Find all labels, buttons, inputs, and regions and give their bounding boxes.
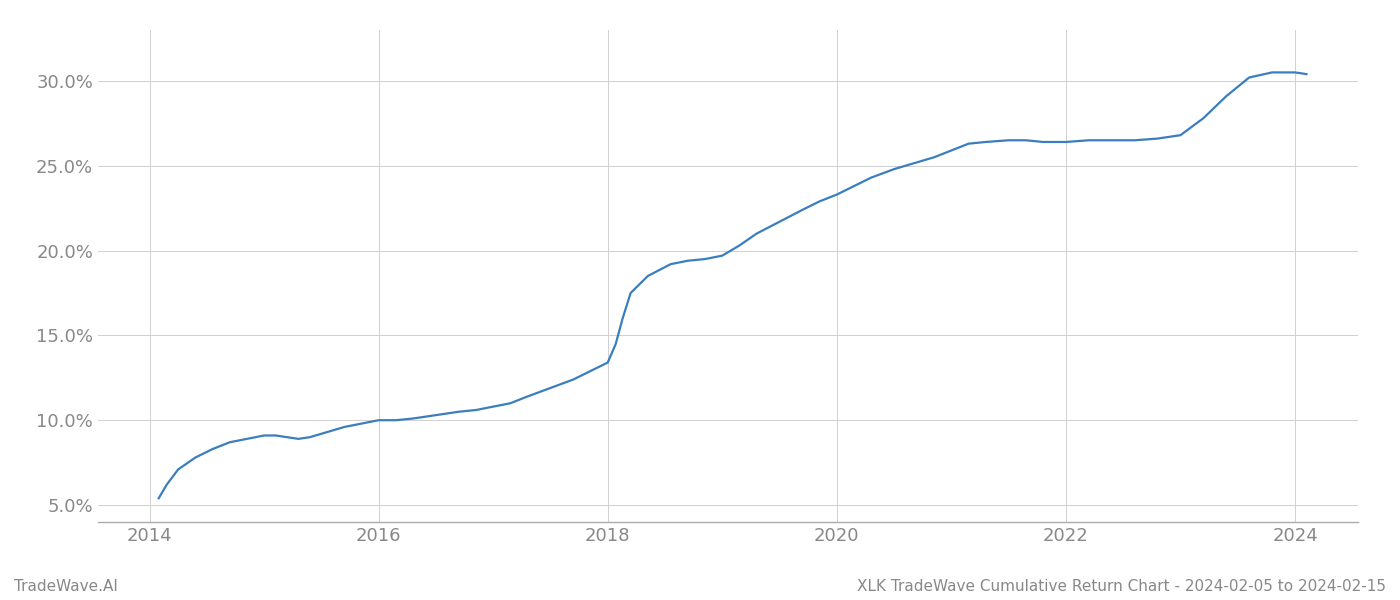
- Text: TradeWave.AI: TradeWave.AI: [14, 579, 118, 594]
- Text: XLK TradeWave Cumulative Return Chart - 2024-02-05 to 2024-02-15: XLK TradeWave Cumulative Return Chart - …: [857, 579, 1386, 594]
